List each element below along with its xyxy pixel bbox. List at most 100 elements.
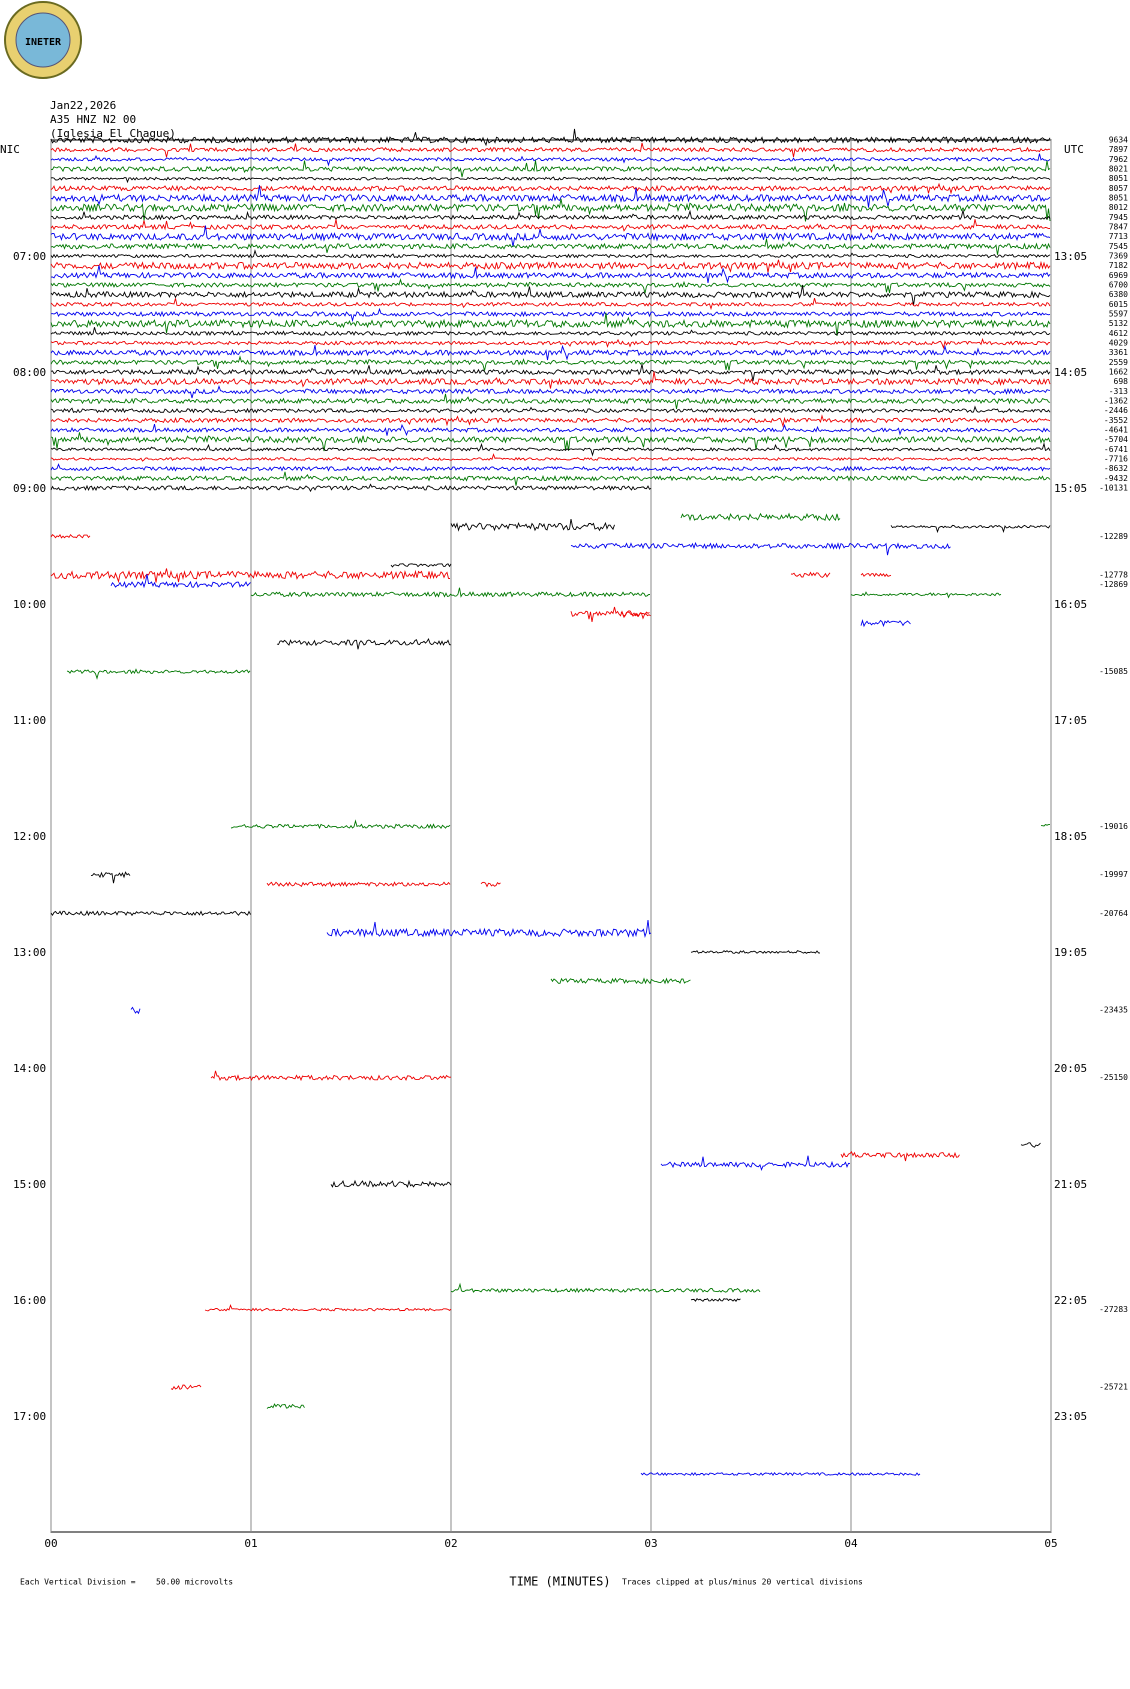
date: Jan22,2026: [50, 99, 116, 112]
left-axis-label: NIC: [0, 143, 20, 156]
y-tick-label: 14:00: [13, 1062, 46, 1075]
trace: [840, 1150, 960, 1162]
trace: [450, 519, 615, 532]
trace: [50, 160, 1051, 178]
trace: [50, 175, 1051, 184]
trace: [690, 1298, 741, 1302]
trace: [50, 128, 1051, 147]
offset-label: -27283: [1099, 1305, 1128, 1314]
footer-division: Each Vertical Division =: [20, 1578, 136, 1587]
offset-label: -4641: [1104, 426, 1128, 435]
logo: INETER: [4, 1, 82, 79]
trace: [50, 442, 1051, 457]
channel: A35 HNZ N2 00: [50, 113, 136, 126]
x-tick-label: 05: [1044, 1537, 1057, 1550]
y-tick-label: 09:00: [13, 482, 46, 495]
y2-tick-label: 21:05: [1054, 1178, 1087, 1191]
y-tick-label: 17:00: [13, 1410, 46, 1423]
logo-text: INETER: [25, 37, 62, 48]
trace: [326, 920, 652, 938]
offset-label: 3361: [1109, 348, 1128, 357]
trace: [250, 587, 651, 598]
trace: [204, 1304, 452, 1312]
offset-label: 698: [1114, 377, 1129, 386]
offset-label: 2559: [1109, 358, 1128, 367]
trace: [90, 871, 131, 884]
y-tick-label: 08:00: [13, 366, 46, 379]
trace: [50, 327, 1051, 337]
trace: [690, 950, 821, 954]
trace: [50, 568, 451, 584]
trace: [50, 297, 1051, 311]
offset-label: 8051: [1109, 174, 1128, 183]
trace: [680, 512, 841, 522]
trace: [266, 881, 451, 888]
offset-label: 7962: [1109, 155, 1128, 164]
x-tick-label: 01: [244, 1537, 257, 1550]
trace: [1020, 1142, 1041, 1148]
offset-label: -19016: [1099, 822, 1128, 831]
trace: [50, 312, 1051, 336]
trace: [110, 574, 251, 589]
offset-label: 4029: [1109, 339, 1128, 348]
trace: [50, 278, 1051, 294]
trace: [50, 344, 1051, 361]
x-tick-label: 04: [844, 1537, 858, 1550]
trace: [50, 355, 1051, 371]
offset-label: 1662: [1109, 368, 1128, 377]
trace: [450, 1282, 761, 1294]
y2-tick-label: 13:05: [1054, 250, 1087, 263]
y2-tick-label: 22:05: [1054, 1294, 1087, 1307]
offset-label: 8057: [1109, 184, 1128, 193]
trace: [50, 423, 1051, 437]
trace: [480, 881, 501, 888]
offset-label: -9432: [1104, 474, 1128, 483]
trace: [50, 371, 1051, 389]
x-axis-label: TIME (MINUTES): [509, 1575, 610, 1589]
trace: [860, 572, 892, 578]
offset-label: -6741: [1104, 445, 1128, 454]
offset-label: 7847: [1109, 223, 1128, 232]
trace: [50, 153, 1051, 167]
offset-label: 5597: [1109, 310, 1128, 319]
logo-globe: [15, 12, 71, 68]
y2-tick-label: 14:05: [1054, 366, 1087, 379]
trace: [1040, 823, 1050, 827]
y-tick-label: 07:00: [13, 250, 46, 263]
trace: [230, 819, 451, 830]
offset-label: 6380: [1109, 290, 1128, 299]
offset-label: 8051: [1109, 194, 1128, 203]
offset-label: 7713: [1109, 232, 1128, 241]
y-tick-label: 15:00: [13, 1178, 46, 1191]
x-tick-label: 02: [444, 1537, 457, 1550]
right-axis-label: UTC: [1064, 143, 1084, 156]
trace: [570, 606, 651, 622]
trace: [50, 533, 91, 539]
offset-label: -25721: [1099, 1383, 1128, 1392]
offset-label: -10131: [1099, 484, 1128, 493]
offset-label: -2446: [1104, 406, 1128, 415]
trace: [890, 524, 1051, 534]
y-tick-label: 13:00: [13, 946, 46, 959]
trace: [570, 541, 951, 556]
y2-tick-label: 17:05: [1054, 714, 1087, 727]
y-tick-label: 11:00: [13, 714, 46, 727]
trace: [660, 1155, 851, 1172]
station: (Iglesia El Chague): [50, 127, 176, 140]
trace: [50, 463, 1051, 473]
trace: [50, 238, 1051, 255]
offset-label: -8632: [1104, 464, 1128, 473]
offset-label: 7545: [1109, 242, 1128, 251]
trace: [550, 977, 691, 985]
trace: [50, 384, 1051, 399]
offset-label: -15085: [1099, 667, 1128, 676]
trace: [170, 1384, 202, 1390]
x-tick-label: 00: [44, 1537, 57, 1550]
trace: [50, 471, 1051, 486]
offset-label: -23435: [1099, 1006, 1128, 1015]
trace: [50, 405, 1051, 415]
trace: [50, 432, 1051, 452]
trace: [50, 259, 1051, 273]
trace: [640, 1471, 921, 1477]
